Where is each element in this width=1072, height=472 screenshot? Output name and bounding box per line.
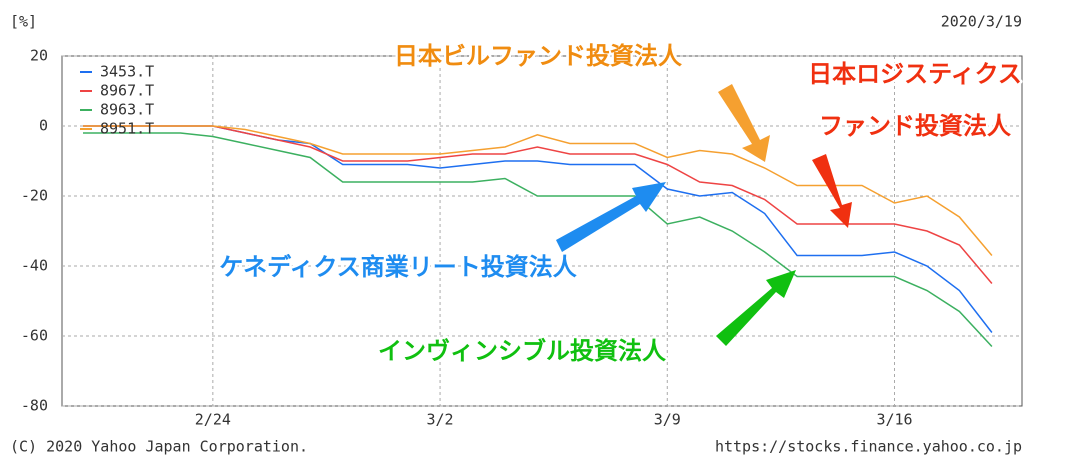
- source: https://stocks.finance.yahoo.co.jp: [715, 438, 1022, 456]
- y-tick-label: -60: [21, 327, 48, 345]
- annotation: ケネディクス商業リート投資法人: [219, 253, 577, 281]
- legend-label: 8963.T: [100, 101, 154, 119]
- x-tick-label: 3/9: [654, 411, 681, 429]
- arrow-green: [716, 270, 796, 346]
- annotation: 日本ロジスティクス: [808, 60, 1022, 88]
- x-tick-label: 2/24: [195, 411, 231, 429]
- y-tick-label: 0: [39, 117, 48, 135]
- annotation: 日本ビルファンド投資法人: [394, 42, 682, 70]
- y-tick-label: -80: [21, 397, 48, 415]
- y-tick-label: -20: [21, 187, 48, 205]
- x-tick-label: 3/2: [427, 411, 454, 429]
- series-line: [83, 125, 993, 284]
- legend-label: 8967.T: [100, 82, 154, 100]
- series-line: [83, 132, 993, 348]
- copyright: (C) 2020 Yahoo Japan Corporation.: [10, 438, 308, 456]
- legend-label: 8951.T: [100, 120, 154, 138]
- arrow-red: [812, 154, 852, 228]
- series-line: [83, 125, 993, 333]
- y-tick-label: 20: [30, 47, 48, 65]
- y-unit: [%]: [10, 13, 37, 31]
- chart-date: 2020/3/19: [941, 13, 1022, 31]
- arrow-blue: [556, 182, 666, 252]
- arrow-orange: [718, 84, 770, 162]
- annotation: ファンド投資法人: [819, 112, 1011, 140]
- series-line: [83, 125, 993, 256]
- annotation: インヴィンシブル投資法人: [378, 337, 666, 365]
- y-tick-label: -40: [21, 257, 48, 275]
- legend-label: 3453.T: [100, 63, 154, 81]
- x-tick-label: 3/16: [876, 411, 912, 429]
